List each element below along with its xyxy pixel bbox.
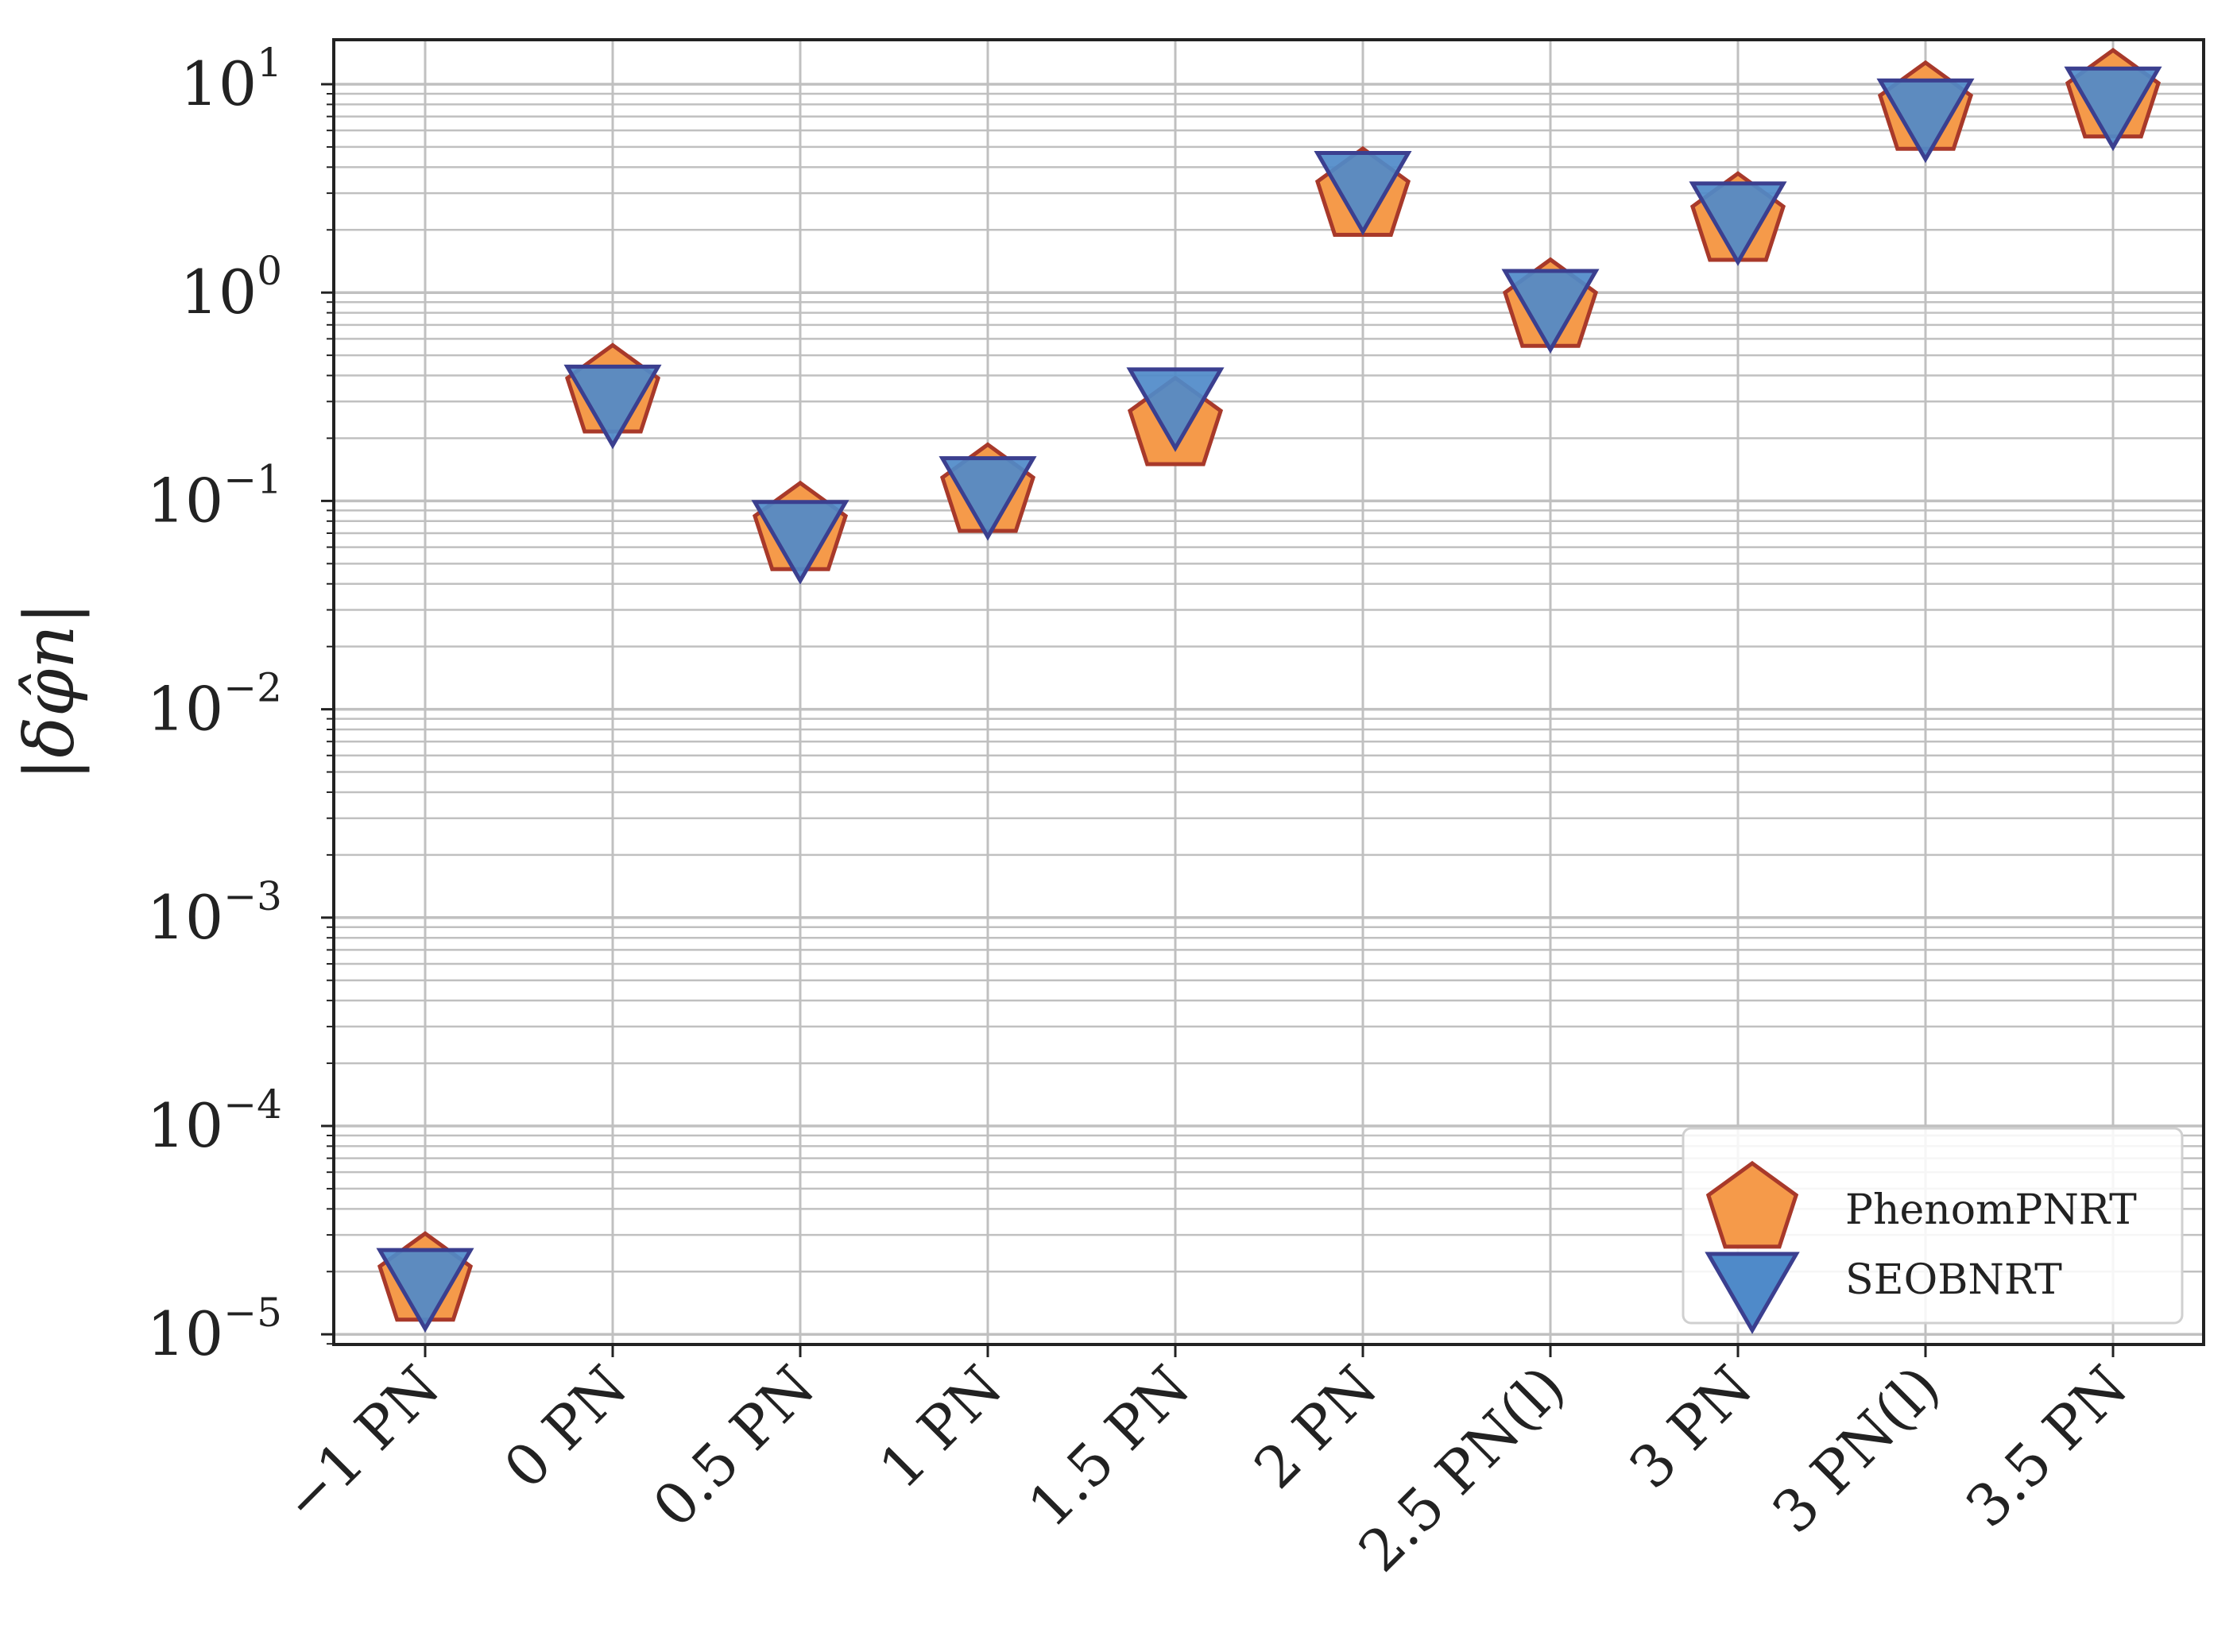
legend-label: SEOBNRT: [1845, 1256, 2062, 1304]
seobnrt-marker: [1689, 181, 1787, 266]
legend-marker: [1705, 1160, 1799, 1249]
legend-marker: [1705, 1252, 1800, 1335]
seobnrt-marker: [1126, 367, 1225, 452]
x-tick-label: 2 PN: [1241, 1353, 1390, 1502]
x-tick-label: 3 PN: [1616, 1353, 1765, 1502]
y-tick-label: 100: [180, 248, 282, 327]
legend-label: PhenomPNRT: [1845, 1186, 2137, 1234]
x-tick-label: 0 PN: [491, 1353, 640, 1502]
x-tick-label: 3.5 PN: [1953, 1353, 2140, 1540]
seobnrt-marker: [751, 500, 850, 585]
x-tick-label: 3 PN(l): [1759, 1353, 1953, 1546]
y-tick-label: 101: [180, 40, 282, 119]
legend: PhenomPNRT SEOBNRT: [1682, 1127, 2184, 1335]
y-tick-label: 10−2: [147, 665, 282, 745]
y-tick-label: 10−4: [147, 1081, 282, 1161]
seobnrt-marker: [939, 456, 1037, 541]
y-axis-label: |δφ̂n|: [10, 602, 90, 780]
x-tick-label: 1 PN: [866, 1353, 1015, 1502]
y-tick-label: 10−3: [147, 873, 282, 953]
x-tick-label: 2.5 PN(l): [1346, 1353, 1577, 1584]
y-tick-labels: 101 100 10−1 10−2 10−3 10−4 10−5: [147, 40, 282, 1369]
seobnrt-marker: [1501, 269, 1600, 354]
legend-box: [1682, 1127, 2184, 1325]
y-tick-label: 10−1: [147, 456, 282, 536]
seobnrt-marker: [563, 364, 662, 450]
seobnrt-marker: [1876, 78, 1975, 164]
y-tick-label: 10−5: [147, 1290, 282, 1369]
seobnrt-marker: [1314, 151, 1412, 236]
x-tick-label: 1.5 PN: [1016, 1353, 1202, 1540]
data-markers: [376, 48, 2162, 1333]
x-tick-label: −1 PN: [270, 1353, 452, 1535]
seobnrt-marker: [376, 1248, 474, 1333]
plot-frame: [332, 38, 2205, 1346]
x-tick-label: 0.5 PN: [641, 1353, 827, 1540]
seobnrt-marker: [2064, 66, 2162, 152]
x-tick-labels: −1 PN 0 PN 0.5 PN 1 PN 1.5 PN 2 PN2.5 PN(l) 3 …: [270, 1353, 2140, 1584]
